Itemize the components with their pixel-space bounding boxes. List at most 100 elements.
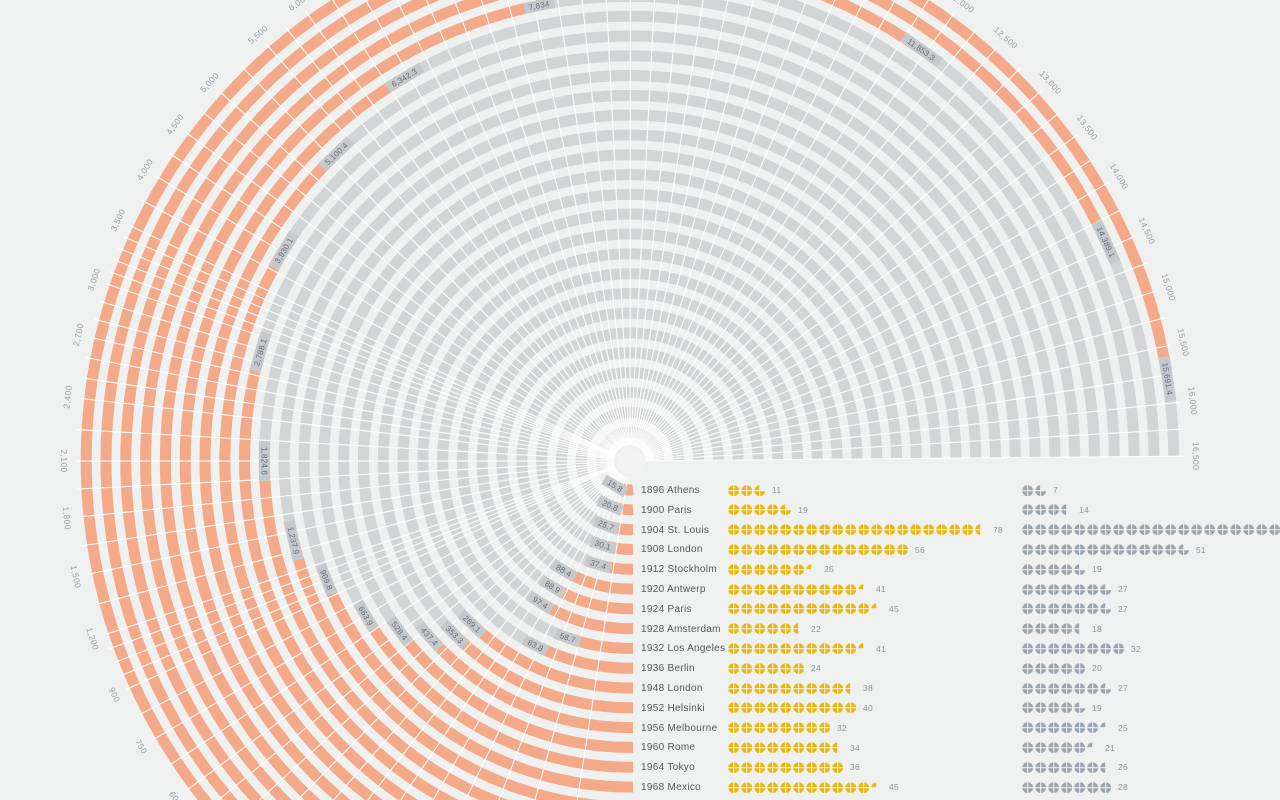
grid-hairline — [453, 0, 625, 447]
axis-tick-1,800: 1,800 — [61, 506, 73, 530]
grid-hairline — [87, 463, 615, 575]
ring-arc-1988 — [199, 149, 383, 800]
milestone-box-1904: 25.7 — [592, 515, 621, 535]
axis-tick-5,000: 5,000 — [198, 70, 221, 94]
ring-arc-1948 — [468, 620, 634, 694]
grid-hairline — [125, 467, 616, 691]
grid-hairline — [113, 259, 616, 456]
grid-hairline — [630, 0, 656, 446]
milestone-box-1928: 97.4 — [526, 591, 555, 615]
ring-track-1992 — [401, 10, 1081, 458]
milestone-box-bg — [553, 628, 582, 648]
milestone-box-1996: 7,834 — [522, 0, 555, 14]
ring-arc-1956 — [425, 632, 634, 734]
milestone-box-bg — [588, 535, 617, 555]
grid-hairline — [645, 290, 1158, 457]
axis-tick-label: 1,800 — [61, 506, 73, 530]
grid-hairline — [94, 318, 615, 458]
axis-tick-16,500: 16,500 — [1191, 442, 1201, 470]
axis-tick-label: 16,000 — [1186, 386, 1199, 415]
ring-arc-1952 — [450, 630, 634, 714]
ring-track-1976 — [258, 89, 1002, 462]
grid-hairline — [643, 157, 1095, 453]
grid-hairline — [217, 470, 619, 800]
axis-tick-label: 15,000 — [1159, 272, 1177, 302]
milestone-box-bg — [457, 609, 487, 639]
ring-track-1952 — [377, 208, 883, 639]
axis-tick-15,500: 15,500 — [1176, 327, 1192, 357]
milestone-box-1908: 30.1 — [588, 535, 617, 555]
ring-track-1936 — [417, 248, 843, 651]
grid-hairline — [217, 89, 619, 451]
milestone-box-1932: 58.7 — [553, 628, 582, 648]
grid-hairline — [200, 110, 618, 452]
grid-hairline — [645, 317, 1166, 458]
ring-arc-2012 — [80, 0, 1173, 800]
ring-arc-1964 — [361, 613, 634, 773]
grid-hairline — [118, 247, 616, 456]
ring-track-1932 — [437, 268, 823, 643]
grid-hairline — [638, 11, 956, 449]
milestone-box-1960: 528.4 — [386, 615, 413, 647]
grid-hairline — [240, 65, 620, 451]
ring-arc-1980 — [239, 350, 459, 800]
ring-track-1904 — [555, 386, 705, 531]
milestone-value: 1,824.6 — [260, 447, 269, 475]
grid-hairline — [258, 471, 619, 800]
grid-hairline — [641, 89, 1043, 451]
grid-hairline — [645, 455, 1184, 462]
ring-track-2000 — [759, 0, 1120, 457]
axis-tick-label: 12,500 — [992, 25, 1020, 51]
milestone-box-1968: 909.8 — [315, 563, 338, 597]
milestone-box-bg — [522, 0, 555, 14]
milestone-value: 909.8 — [318, 569, 334, 592]
milestone-box-bg — [584, 555, 613, 574]
axis-tick-3,500: 3,500 — [108, 207, 127, 232]
axis-tick-label: 6,000 — [287, 0, 312, 13]
axis-tick-1,500: 1,500 — [69, 564, 84, 589]
grid-hairline — [332, 0, 622, 448]
center-hub — [617, 448, 643, 474]
grid-hairline — [644, 262, 1148, 456]
grid-hairline — [645, 428, 1184, 461]
axis-tick-label: 3,000 — [85, 267, 102, 292]
ring-track-1996 — [537, 0, 1101, 457]
grid-hairline — [640, 67, 1021, 451]
grid-hairline — [85, 356, 615, 459]
grid-hairline — [184, 131, 618, 452]
milestone-box-bg — [538, 575, 567, 599]
axis-tick-12,000: 12,000 — [947, 0, 976, 15]
milestone-box-bg — [526, 591, 555, 615]
grid-hairline — [94, 464, 615, 606]
grid-hairline — [642, 111, 1061, 452]
ring-track-1960 — [338, 169, 922, 635]
milestone-box-bg — [521, 634, 550, 657]
grid-hairline — [645, 401, 1181, 460]
grid-hairline — [635, 0, 836, 447]
ring-arc-1960 — [395, 627, 634, 753]
grid-hairline — [113, 466, 616, 664]
axis-tick-14,000: 14,000 — [1108, 162, 1131, 192]
grid-hairline — [636, 0, 865, 447]
axis-tick-1,200: 1,200 — [84, 626, 101, 651]
grid-hairline — [105, 282, 616, 457]
axis-tick-13,000: 13,000 — [1037, 68, 1063, 96]
grid-hairline — [637, 0, 897, 448]
milestone-box-1920: 88.4 — [549, 559, 578, 582]
grid-hairline — [576, 476, 629, 800]
grid-hairline — [151, 468, 617, 742]
axis-tick-label: 14,500 — [1137, 216, 1158, 246]
ring-track-1964 — [318, 149, 942, 619]
axis-tick-label: 2,400 — [61, 385, 74, 409]
milestone-box-bg — [258, 441, 270, 481]
grid-hairline — [631, 0, 704, 446]
grid-hairline — [285, 26, 621, 449]
grid-hairline — [645, 372, 1178, 460]
grid-hairline — [123, 236, 616, 456]
grid-hairline — [605, 0, 630, 446]
ring-track-1928 — [456, 287, 804, 608]
grid-hairline — [634, 0, 781, 446]
milestone-box-1972: 1,237.9 — [283, 519, 304, 562]
milestone-box-1936: 83.8 — [521, 634, 550, 657]
milestone-box-bg — [415, 621, 444, 652]
